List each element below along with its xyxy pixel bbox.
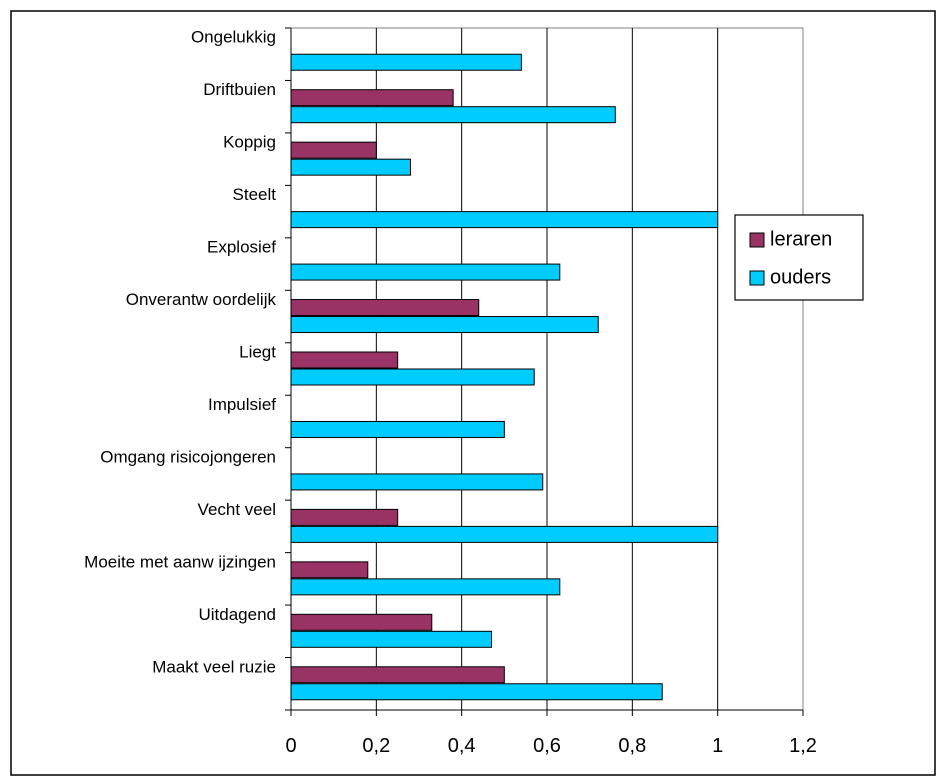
bar-ouders <box>290 473 544 491</box>
legend-swatch-leraren <box>749 232 765 248</box>
category-label: Moeite met aanw ijzingen <box>84 552 276 571</box>
category-labels: Ongelukkig Driftbuien Koppig Steelt Explosie… <box>84 27 291 711</box>
bar-ouders <box>290 525 719 543</box>
legend-label-ouders: ouders <box>770 266 831 288</box>
category-label: Steelt <box>233 185 277 204</box>
legend: leraren ouders <box>734 214 864 301</box>
bar-ouders <box>290 263 561 281</box>
bar-ouders <box>290 420 505 438</box>
x-tick-label: 0,4 <box>448 735 476 757</box>
x-tick-label: 0 <box>285 735 296 757</box>
bar-leraren <box>290 561 369 579</box>
x-tick-label: 1,2 <box>789 735 817 757</box>
x-tick-label: 0,6 <box>533 735 561 757</box>
category-label: Ongelukkig <box>191 28 276 47</box>
category-label: Vecht veel <box>198 500 276 519</box>
x-tick-label: 0,2 <box>362 735 390 757</box>
bar-leraren <box>290 613 433 631</box>
category-label: Driftbuien <box>203 80 276 99</box>
bars <box>290 53 719 701</box>
bar-leraren <box>290 89 454 107</box>
category-label: Impulsief <box>208 395 276 414</box>
category-label: Koppig <box>223 133 276 152</box>
category-label: Uitdagend <box>198 605 276 624</box>
category-label: Liegt <box>239 342 276 361</box>
category-label: Omgang risicojongeren <box>100 447 276 466</box>
bar-ouders <box>290 316 599 334</box>
bar-ouders <box>290 578 561 596</box>
x-axis-ticks: 0 0,2 0,4 0,6 0,8 1 1,2 <box>285 710 817 757</box>
bar-ouders <box>290 106 616 124</box>
legend-label-leraren: leraren <box>770 228 832 250</box>
bar-leraren <box>290 299 480 317</box>
x-tick-label: 0,8 <box>618 735 646 757</box>
category-label: Explosief <box>207 238 276 257</box>
bar-leraren <box>290 351 399 369</box>
bar-ouders <box>290 53 522 71</box>
bar-ouders <box>290 158 411 176</box>
bar-leraren <box>290 508 399 526</box>
legend-box <box>734 214 864 301</box>
bar-ouders <box>290 211 719 229</box>
category-label: Maakt veel ruzie <box>152 657 276 676</box>
bar-ouders <box>290 683 663 701</box>
x-tick-label: 1 <box>712 735 723 757</box>
bar-leraren <box>290 141 377 159</box>
category-label: Onverantw oordelijk <box>126 290 277 309</box>
bar-ouders <box>290 368 535 386</box>
bar-leraren <box>290 666 505 684</box>
legend-swatch-ouders <box>749 270 765 286</box>
bar-ouders <box>290 630 493 648</box>
